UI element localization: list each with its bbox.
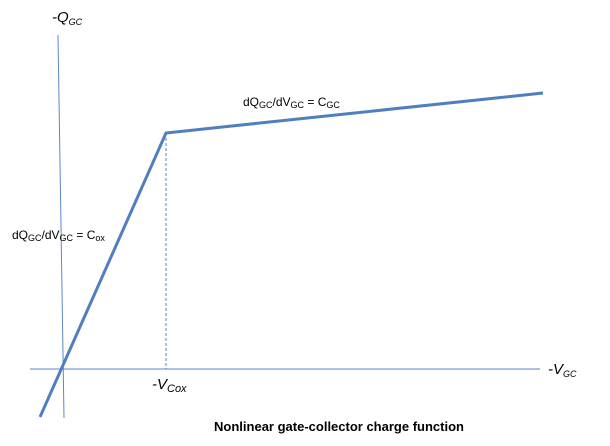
slope-label-gc-eq: = C <box>304 95 327 109</box>
slope-label-gc-den-sub: GC <box>291 100 305 110</box>
breakpoint-label: -VCox <box>152 376 187 395</box>
slope-label-ox-num: dQ <box>12 228 28 242</box>
slope-label-gc-den: /dV <box>273 95 291 109</box>
slope-label-ox-eq: = C <box>73 228 96 242</box>
slope-label-ox-num-sub: GC <box>28 233 42 243</box>
x-axis-label-sub: GC <box>563 369 577 379</box>
slope-label-gc-num-sub: GC <box>259 100 273 110</box>
slope-label-ox-den: /dV <box>42 228 60 242</box>
slope-label-gc-num: dQ <box>243 95 259 109</box>
y-axis-label-sub: GC <box>69 17 83 27</box>
y-axis-label: -QGC <box>52 9 83 27</box>
charge-curve <box>38 91 544 418</box>
x-axis-label: -VGC <box>548 361 577 379</box>
x-axis-label-main: -V <box>548 361 565 378</box>
slope-label-ox: dQGC/dVGC = Cox <box>12 228 105 243</box>
breakpoint-label-main: -V <box>152 376 169 393</box>
slope-label-ox-eq-sub: ox <box>95 233 105 243</box>
slope-label-gc-eq-sub: GC <box>326 100 340 110</box>
y-axis <box>57 34 65 419</box>
slope-label-gc: dQGC/dVGC = CGC <box>243 95 340 110</box>
slope-label-ox-den-sub: GC <box>60 233 74 243</box>
y-axis-label-main: -Q <box>52 9 69 26</box>
diagram-caption: Nonlinear gate-collector charge function <box>214 419 464 434</box>
breakpoint-label-sub: Cox <box>167 383 187 395</box>
